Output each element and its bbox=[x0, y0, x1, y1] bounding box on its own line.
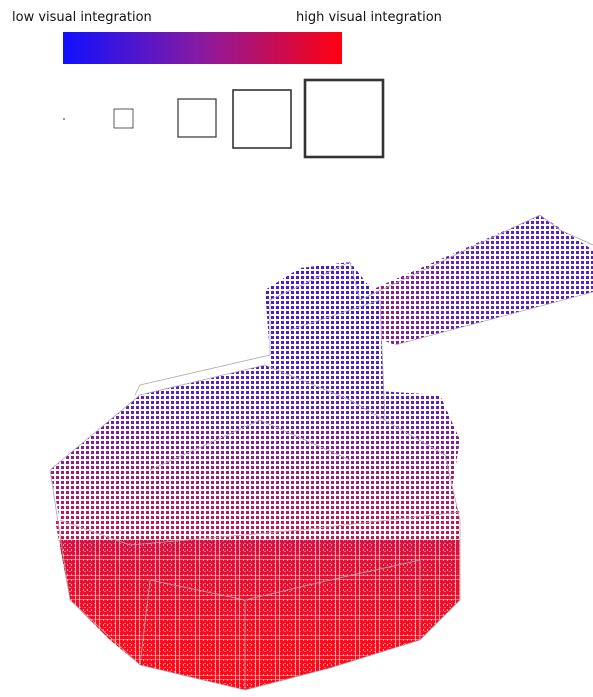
size-legend bbox=[63, 78, 385, 159]
model-top bbox=[265, 262, 360, 330]
model-arm bbox=[360, 215, 593, 345]
size-sample bbox=[303, 78, 385, 159]
legend-high-label: high visual integration bbox=[296, 10, 442, 25]
size-sample bbox=[113, 108, 134, 129]
size-sample bbox=[63, 118, 65, 120]
legend-low-label: low visual integration bbox=[12, 10, 152, 25]
model-side bbox=[365, 390, 460, 500]
size-sample bbox=[232, 89, 292, 149]
model-outlines bbox=[49, 214, 593, 691]
model-base bbox=[55, 510, 460, 690]
model-points bbox=[50, 215, 593, 690]
size-sample bbox=[177, 98, 217, 138]
color-scale-bar bbox=[63, 32, 342, 64]
